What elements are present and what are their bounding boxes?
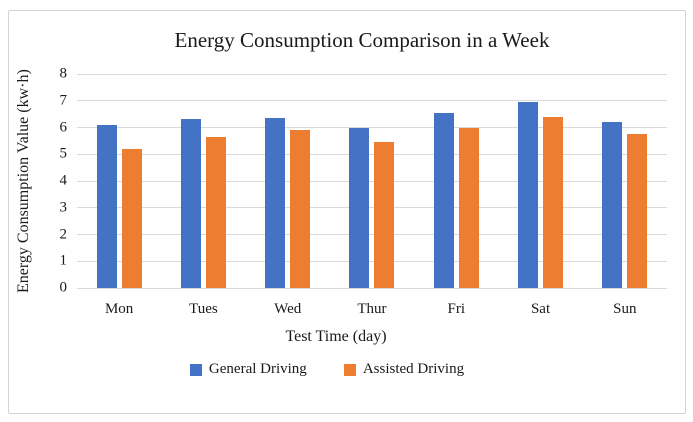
y-tick-label-7: 7 bbox=[59, 92, 68, 109]
x-tick-label-fri: Fri bbox=[447, 301, 466, 317]
bar-assisted-driving-fri bbox=[458, 127, 479, 288]
gridline-y-2 bbox=[77, 234, 667, 235]
gridline-y-6 bbox=[77, 127, 667, 128]
x-tick-label-sat: Sat bbox=[530, 301, 551, 317]
bar-group-sun bbox=[583, 74, 667, 288]
legend-swatch-icon bbox=[189, 363, 202, 376]
gridline-y-8 bbox=[77, 73, 667, 75]
x-axis-title: Test Time (day) bbox=[285, 328, 387, 345]
legend-item-assisted-driving: Assisted Driving bbox=[343, 361, 465, 378]
bar-group-thur bbox=[330, 74, 414, 288]
bar-assisted-driving-thur bbox=[374, 142, 395, 288]
x-tick-label-tues: Tues bbox=[189, 301, 218, 317]
y-tick-label-3: 3 bbox=[59, 199, 68, 216]
gridline-y-4 bbox=[77, 180, 667, 182]
bar-general-driving-thur bbox=[349, 127, 370, 288]
x-tick-label-thur: Thur bbox=[357, 301, 387, 317]
bar-assisted-driving-wed bbox=[290, 130, 311, 288]
legend-label: Assisted Driving bbox=[362, 361, 465, 377]
bar-general-driving-sun bbox=[602, 122, 623, 288]
y-tick-label-5: 5 bbox=[59, 145, 68, 162]
legend-swatch-icon bbox=[343, 363, 356, 376]
gridline-y-1 bbox=[77, 260, 667, 262]
plot-area bbox=[77, 73, 667, 289]
bar-group-mon bbox=[77, 74, 161, 288]
bar-assisted-driving-mon bbox=[121, 148, 142, 288]
legend: General Driving Assisted Driving bbox=[32, 361, 622, 378]
x-tick-label-wed: Wed bbox=[274, 301, 302, 317]
bar-general-driving-fri bbox=[433, 112, 454, 288]
bar-general-driving-sat bbox=[518, 102, 539, 288]
y-axis-tick-labels: 0 1 2 3 4 5 6 7 8 bbox=[0, 66, 68, 295]
gridline-y-3 bbox=[77, 207, 667, 209]
bar-group-fri bbox=[414, 74, 498, 288]
chart-title: Energy Consumption Comparison in a Week bbox=[174, 28, 550, 52]
y-tick-label-4: 4 bbox=[59, 172, 68, 189]
gridline-y-7 bbox=[77, 100, 667, 102]
y-tick-label-1: 1 bbox=[59, 252, 68, 269]
x-tick-label-sun: Sun bbox=[613, 301, 637, 317]
legend-label: General Driving bbox=[208, 361, 307, 377]
bar-group-wed bbox=[246, 74, 330, 288]
bar-assisted-driving-tues bbox=[205, 136, 226, 288]
bar-groups bbox=[77, 74, 667, 288]
gridline-y-5 bbox=[77, 153, 667, 155]
bar-assisted-driving-sun bbox=[627, 134, 648, 288]
x-axis-tick-labels: Mon Tues Wed Thur Fri Sat Sun bbox=[77, 301, 667, 318]
bar-general-driving-tues bbox=[180, 119, 201, 288]
bar-group-sat bbox=[498, 74, 582, 288]
legend-item-general-driving: General Driving bbox=[189, 361, 307, 378]
y-tick-label-8: 8 bbox=[59, 65, 68, 82]
bar-general-driving-mon bbox=[96, 124, 117, 288]
bar-assisted-driving-sat bbox=[543, 116, 564, 288]
x-tick-label-mon: Mon bbox=[104, 301, 134, 317]
chart-frame bbox=[8, 10, 686, 414]
bar-general-driving-wed bbox=[265, 118, 286, 288]
y-tick-label-0: 0 bbox=[59, 279, 68, 296]
y-tick-label-2: 2 bbox=[59, 226, 68, 242]
y-tick-label-6: 6 bbox=[59, 119, 68, 135]
gridline-y-0 bbox=[77, 287, 667, 289]
bar-group-tues bbox=[161, 74, 245, 288]
